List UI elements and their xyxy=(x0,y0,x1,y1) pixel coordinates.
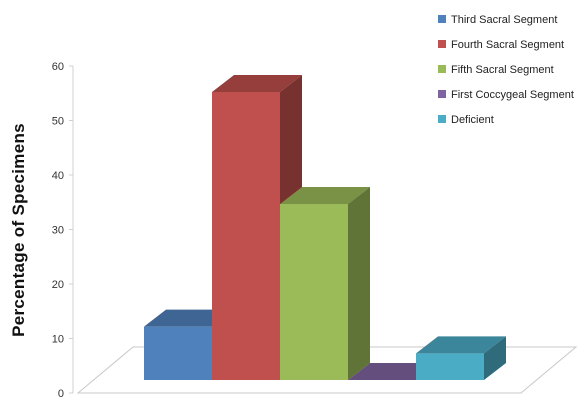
legend-item: Fourth Sacral Segment xyxy=(438,39,564,51)
y-tick-label: 10 xyxy=(52,334,64,346)
legend-item: Fifth Sacral Segment xyxy=(438,64,554,76)
y-tick-label: 20 xyxy=(52,279,64,291)
legend-label: Fifth Sacral Segment xyxy=(451,64,554,76)
legend-swatch xyxy=(438,15,446,23)
y-tick-label: 60 xyxy=(52,61,64,73)
y-axis-label: Percentage of Specimens xyxy=(9,123,28,337)
legend-item: Third Sacral Segment xyxy=(438,14,557,26)
legend-swatch xyxy=(438,90,446,98)
legend-item: Deficient xyxy=(438,114,494,126)
bar xyxy=(280,187,370,380)
y-tick-label: 50 xyxy=(52,116,64,128)
bar-top xyxy=(280,187,370,204)
bar-front xyxy=(212,92,280,380)
bar-top xyxy=(212,75,302,92)
legend-label: First Coccygeal Segment xyxy=(451,89,574,101)
bar-top xyxy=(348,363,438,380)
bar-front xyxy=(144,326,212,380)
bar xyxy=(416,336,506,380)
y-tick-label: 40 xyxy=(52,170,64,182)
legend-label: Deficient xyxy=(451,114,494,126)
y-tick-label: 0 xyxy=(58,388,64,398)
bar-front xyxy=(416,353,484,380)
bar-top xyxy=(416,336,506,354)
legend-swatch xyxy=(438,115,446,123)
y-tick-label: 30 xyxy=(52,225,64,237)
legend-item: First Coccygeal Segment xyxy=(438,89,574,101)
legend-label: Fourth Sacral Segment xyxy=(451,39,564,51)
bar-side xyxy=(484,336,506,380)
legend-swatch xyxy=(438,65,446,73)
legend-swatch xyxy=(438,40,446,48)
bar-top xyxy=(144,309,234,327)
legend-label: Third Sacral Segment xyxy=(451,14,557,26)
bar-front xyxy=(280,204,348,380)
bar xyxy=(348,363,438,380)
bar-side xyxy=(348,187,370,380)
